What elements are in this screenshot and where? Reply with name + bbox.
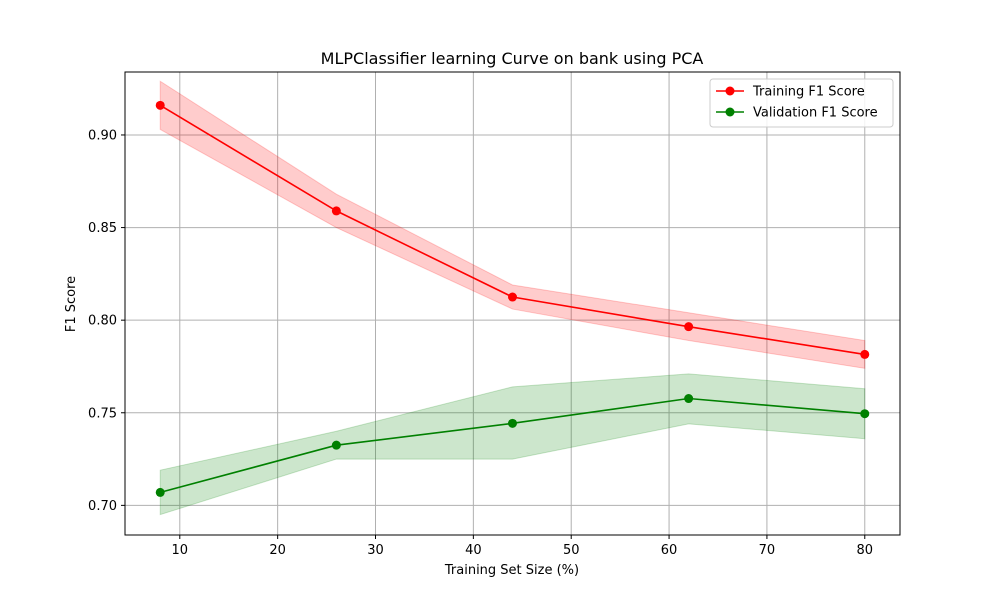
y-tick-label: 0.70: [88, 499, 117, 514]
legend: Training F1 Score Validation F1 Score: [709, 78, 894, 128]
validation-point: [155, 487, 165, 497]
validation-point: [684, 394, 694, 404]
legend-marker-validation: [725, 107, 735, 117]
x-tick-label: 20: [269, 543, 286, 558]
training-point: [331, 206, 341, 216]
series-points: [155, 100, 870, 497]
validation-point: [331, 440, 341, 450]
x-tick-label: 70: [759, 543, 776, 558]
y-axis-label: F1 Score: [64, 276, 79, 332]
x-tick-label: 50: [563, 543, 580, 558]
x-tick-label: 80: [856, 543, 873, 558]
training-std-band: [159, 80, 866, 369]
legend-box: [709, 78, 894, 128]
training-point: [508, 292, 517, 302]
plot-frame: [124, 71, 901, 536]
x-tick-label: 40: [465, 543, 482, 558]
legend-label-validation: Validation F1 Score: [753, 106, 878, 121]
validation-point: [508, 418, 517, 428]
legend-label-training: Training F1 Score: [752, 85, 865, 100]
y-tick-label: 0.85: [88, 221, 117, 236]
validation-std-band: [159, 373, 866, 516]
confidence-bands: [159, 80, 866, 516]
training-point: [860, 349, 870, 359]
legend-marker-training: [725, 86, 735, 96]
y-tick-label: 0.80: [88, 314, 117, 329]
x-tick-label: 30: [367, 543, 384, 558]
chart-title: MLPClassifier learning Curve on bank usi…: [321, 49, 704, 68]
x-tick-label: 60: [661, 543, 678, 558]
training-point: [155, 100, 165, 110]
x-axis-label: Training Set Size (%): [444, 563, 579, 578]
y-tick-label: 0.75: [88, 406, 117, 421]
x-tick-label: 10: [172, 543, 189, 558]
grid-lines: [125, 72, 900, 535]
validation-point: [860, 409, 870, 419]
axis-ticks: 10 20 30 40 50 60 70 80 0.70 0.75 0.80 0.85 0.90: [88, 128, 873, 558]
y-tick-label: 0.90: [88, 128, 117, 143]
training-point: [684, 322, 694, 332]
